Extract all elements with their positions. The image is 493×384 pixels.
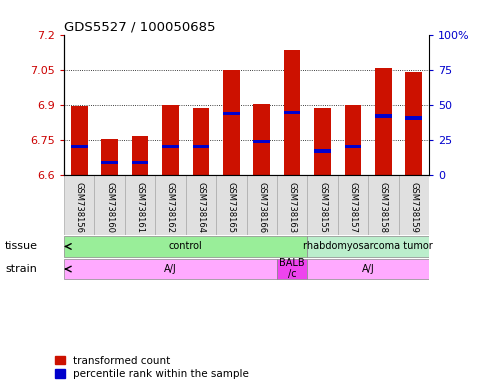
Text: A/J: A/J bbox=[362, 263, 375, 273]
Text: GSM738165: GSM738165 bbox=[227, 182, 236, 233]
Bar bbox=[284, 50, 300, 175]
Bar bbox=[345, 105, 361, 175]
FancyBboxPatch shape bbox=[216, 175, 246, 235]
FancyBboxPatch shape bbox=[64, 236, 307, 257]
FancyBboxPatch shape bbox=[338, 175, 368, 235]
Bar bbox=[375, 114, 391, 118]
Bar bbox=[253, 140, 270, 143]
Bar bbox=[405, 72, 422, 175]
Bar bbox=[314, 108, 331, 175]
FancyBboxPatch shape bbox=[307, 259, 429, 279]
Bar bbox=[162, 144, 179, 148]
FancyBboxPatch shape bbox=[307, 236, 429, 257]
Bar bbox=[314, 149, 331, 153]
FancyBboxPatch shape bbox=[307, 175, 338, 235]
Text: GSM738163: GSM738163 bbox=[287, 182, 297, 233]
Bar bbox=[71, 144, 88, 148]
Bar bbox=[253, 104, 270, 175]
Bar bbox=[162, 105, 179, 175]
FancyBboxPatch shape bbox=[186, 175, 216, 235]
Text: GSM738166: GSM738166 bbox=[257, 182, 266, 233]
Bar bbox=[193, 144, 209, 148]
FancyBboxPatch shape bbox=[246, 175, 277, 235]
FancyBboxPatch shape bbox=[64, 259, 277, 279]
Bar bbox=[132, 161, 148, 164]
Text: GSM738161: GSM738161 bbox=[136, 182, 144, 233]
FancyBboxPatch shape bbox=[125, 175, 155, 235]
Text: GSM738160: GSM738160 bbox=[105, 182, 114, 233]
Bar bbox=[102, 139, 118, 175]
Bar bbox=[345, 144, 361, 148]
Bar bbox=[193, 108, 209, 175]
FancyBboxPatch shape bbox=[368, 175, 398, 235]
Bar bbox=[102, 161, 118, 164]
Text: A/J: A/J bbox=[164, 263, 177, 273]
Text: GSM738162: GSM738162 bbox=[166, 182, 175, 233]
Text: GSM738164: GSM738164 bbox=[196, 182, 206, 233]
Bar bbox=[71, 106, 88, 175]
Text: GSM738155: GSM738155 bbox=[318, 182, 327, 233]
Bar bbox=[405, 116, 422, 120]
FancyBboxPatch shape bbox=[64, 175, 95, 235]
FancyBboxPatch shape bbox=[95, 175, 125, 235]
Text: GSM738156: GSM738156 bbox=[75, 182, 84, 233]
Text: tissue: tissue bbox=[5, 242, 38, 252]
Bar bbox=[223, 70, 240, 175]
FancyBboxPatch shape bbox=[155, 175, 186, 235]
Text: GSM738159: GSM738159 bbox=[409, 182, 418, 233]
FancyBboxPatch shape bbox=[277, 259, 307, 279]
Bar bbox=[132, 136, 148, 175]
Bar bbox=[284, 111, 300, 114]
Bar bbox=[375, 68, 391, 175]
Text: GSM738158: GSM738158 bbox=[379, 182, 388, 233]
Text: BALB
/c: BALB /c bbox=[280, 258, 305, 280]
Legend: transformed count, percentile rank within the sample: transformed count, percentile rank withi… bbox=[55, 356, 249, 379]
Text: rhabdomyosarcoma tumor: rhabdomyosarcoma tumor bbox=[303, 241, 433, 251]
Text: control: control bbox=[169, 241, 203, 251]
FancyBboxPatch shape bbox=[398, 175, 429, 235]
Bar bbox=[223, 112, 240, 115]
Text: GSM738157: GSM738157 bbox=[349, 182, 357, 233]
Text: GDS5527 / 100050685: GDS5527 / 100050685 bbox=[64, 20, 215, 33]
Text: strain: strain bbox=[5, 264, 37, 274]
FancyBboxPatch shape bbox=[277, 175, 307, 235]
